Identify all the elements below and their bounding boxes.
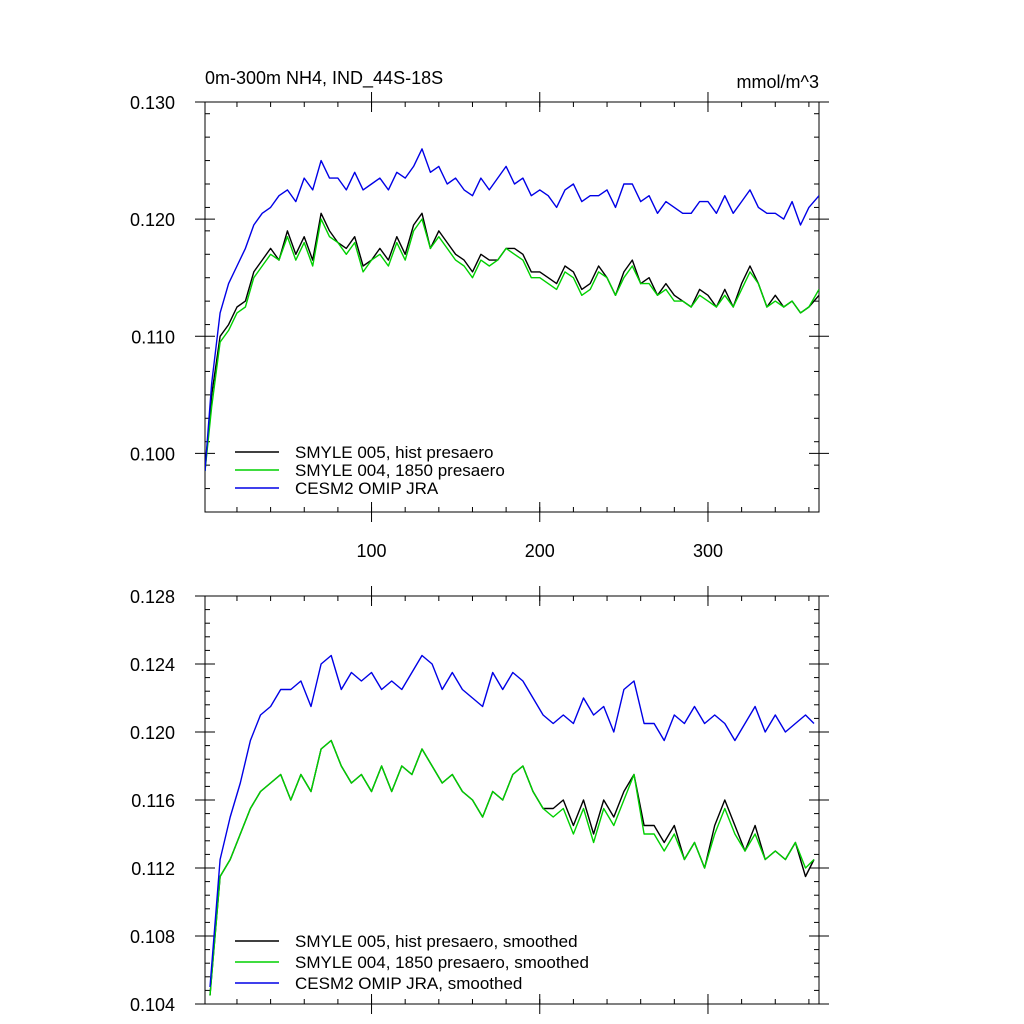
- top-series-line-3: [205, 148, 819, 472]
- top-x-tick-label: 200: [525, 541, 555, 561]
- top-x-tick-label: 300: [693, 541, 723, 561]
- top-panel-units: mmol/m^3: [737, 72, 819, 92]
- bottom-y-tick-label: 0.112: [131, 859, 175, 879]
- top-y-tick-label: 0.110: [131, 327, 175, 347]
- top-panel-title: 0m-300m NH4, IND_44S-18S: [205, 68, 443, 89]
- bottom-legend-label-1: SMYLE 005, hist presaero, smoothed: [295, 932, 578, 951]
- bottom-series-line-2: [209, 739, 815, 996]
- bottom-y-tick-label: 0.120: [130, 723, 175, 743]
- top-plot-frame: [204, 101, 820, 513]
- top-panel: 0m-300m NH4, IND_44S-18S mmol/m^3 0.100 0…: [130, 68, 829, 561]
- top-series-line-2: [205, 218, 819, 472]
- top-series-line-1: [205, 212, 819, 472]
- top-y-tick-label: 0.130: [130, 93, 175, 113]
- bottom-legend-label-2: SMYLE 004, 1850 presaero, smoothed: [295, 953, 589, 972]
- top-y-tick-label: 0.100: [130, 444, 175, 464]
- bottom-series-line-3: [209, 654, 815, 988]
- bottom-legend-label-3: CESM2 OMIP JRA, smoothed: [295, 974, 522, 993]
- top-y-tick-label: 0.120: [130, 210, 175, 230]
- bottom-panel: 0.104 0.108 0.112 0.116 0.120 0.124 0.128 SMYLE…: [130, 586, 829, 1015]
- top-legend-label-3: CESM2 OMIP JRA: [295, 479, 439, 498]
- top-legend-label-1: SMYLE 005, hist presaero: [295, 443, 493, 462]
- bottom-y-tick-label: 0.104: [130, 995, 175, 1015]
- bottom-y-tick-label: 0.108: [130, 927, 175, 947]
- top-legend-label-2: SMYLE 004, 1850 presaero: [295, 461, 505, 480]
- bottom-y-tick-label: 0.116: [131, 791, 175, 811]
- bottom-y-tick-label: 0.128: [130, 587, 175, 607]
- top-x-tick-label: 100: [357, 541, 387, 561]
- bottom-y-tick-label: 0.124: [130, 655, 175, 675]
